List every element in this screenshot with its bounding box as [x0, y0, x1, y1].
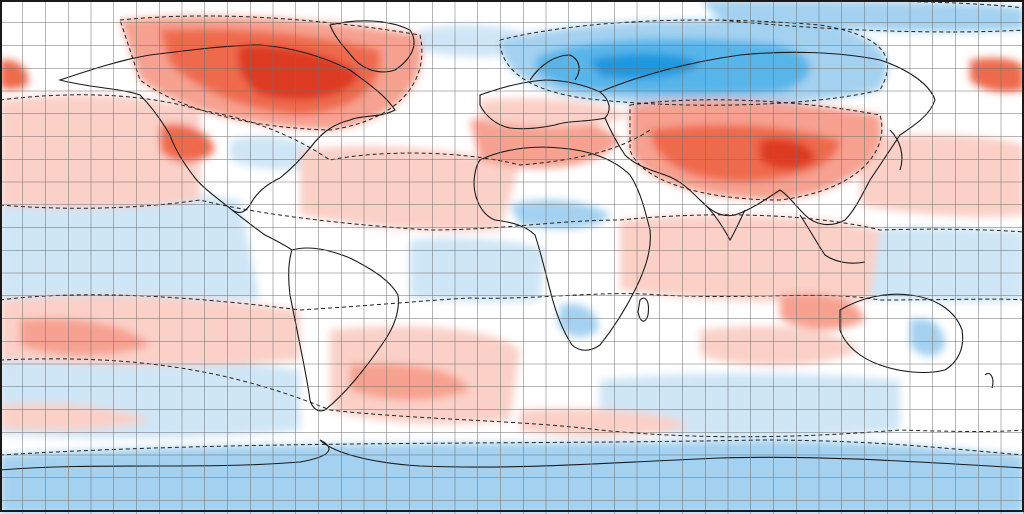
contour-north [0, 94, 651, 166]
coast-antarctica [0, 439, 1024, 471]
warm-patch-south-indian [700, 326, 860, 366]
cool-band-west-pacific [870, 227, 1024, 303]
coast-north-america [58, 44, 396, 214]
warm-patch-north-africa [470, 115, 620, 169]
cool-patch-australia [910, 318, 945, 357]
warm-patch-south-high [520, 408, 690, 437]
warm-patch-tasman [780, 293, 865, 330]
warm-patch-south-far [0, 403, 150, 431]
cool-siberia-core [590, 53, 700, 79]
warm-band-north-atlantic [300, 145, 520, 232]
contour-siberia [499, 19, 888, 106]
warm-band-north-pacific [0, 94, 200, 209]
coast-asia [599, 51, 936, 226]
coast-india [699, 199, 746, 242]
contour-asia [629, 99, 883, 201]
coastlines [0, 20, 1024, 471]
warm-patch-south-atlantic-core [350, 363, 470, 401]
warm-patch-south-pacific [20, 318, 150, 356]
cool-arctic [700, 0, 1024, 32]
warm-western-us [160, 123, 215, 163]
coast-new-zealand [984, 372, 994, 389]
cool-band-tropical-west [0, 189, 260, 303]
coast-africa [473, 146, 651, 351]
coast-madagascar [637, 297, 649, 322]
warm-canada-core [238, 45, 360, 100]
cool-band-southern-ocean [0, 440, 1024, 514]
warm-patch-west-pacific [860, 134, 1024, 217]
coast-australia [839, 293, 964, 374]
warm-patch-alaska [0, 59, 29, 90]
contour-tropical-north [0, 199, 1024, 233]
cool-patch-sahel [510, 199, 610, 229]
coast-japan [889, 129, 903, 171]
coast-greenland [329, 20, 415, 73]
warm-band-indian [620, 214, 880, 302]
coast-southeast-asia [799, 214, 866, 264]
warm-patch-west-pacific-north [970, 58, 1024, 92]
cool-patch-southern-africa [558, 303, 599, 338]
coast-central-america [231, 209, 293, 251]
contour-canada [119, 15, 423, 131]
